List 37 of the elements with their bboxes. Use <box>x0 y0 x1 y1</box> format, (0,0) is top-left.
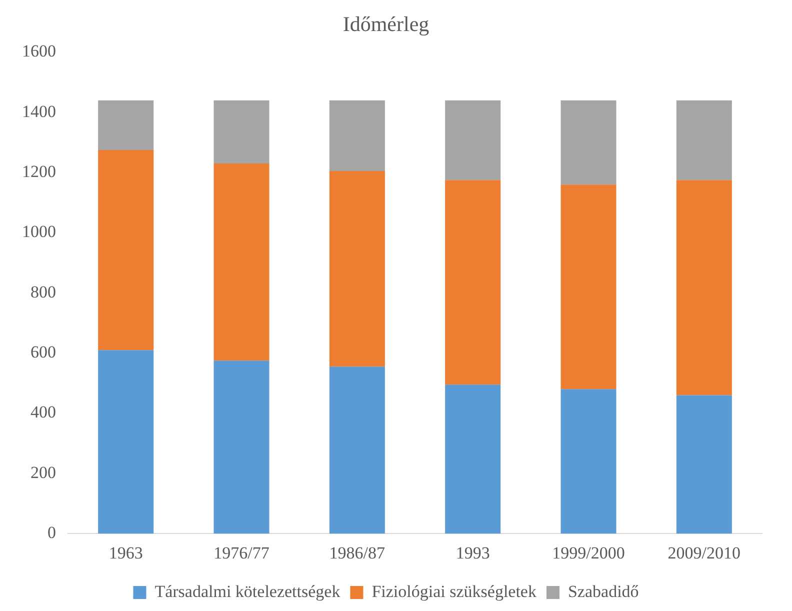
bar <box>214 164 270 361</box>
bar <box>98 100 154 150</box>
x-tick-label: 2009/2010 <box>668 543 741 562</box>
bar <box>560 389 616 534</box>
y-tick-label: 400 <box>30 402 56 422</box>
bar <box>676 180 732 396</box>
bar <box>98 150 154 350</box>
bar <box>676 395 732 534</box>
bar <box>329 100 385 172</box>
y-tick-label: 200 <box>30 462 56 482</box>
y-tick-label: 600 <box>30 342 56 362</box>
x-tick-label: 1999/2000 <box>552 543 625 562</box>
bar <box>329 171 385 367</box>
bar <box>560 184 616 390</box>
legend-label: Fiziológiai szükségletek <box>372 582 537 601</box>
x-tick-label: 1986/87 <box>329 543 386 562</box>
y-tick-label: 0 <box>48 523 56 542</box>
y-tick-label: 1600 <box>22 42 56 61</box>
x-tick-label: 1976/77 <box>214 543 270 562</box>
x-tick-label: 1963 <box>108 543 143 562</box>
y-tick-label: 1000 <box>22 222 56 242</box>
bar <box>329 366 385 534</box>
bar <box>676 100 732 180</box>
bar <box>445 100 501 180</box>
bar <box>560 100 616 185</box>
bar <box>445 180 501 385</box>
bar <box>214 100 270 164</box>
y-tick-label: 1200 <box>22 162 56 182</box>
y-tick-label: 800 <box>30 282 56 302</box>
bar <box>445 384 501 534</box>
chart-title: Időmérleg <box>342 12 430 36</box>
bar <box>98 350 154 534</box>
legend-label: Társadalmi kötelezettségek <box>154 582 341 601</box>
legend-label: Szabadidő <box>568 582 639 601</box>
x-tick-label: 1993 <box>456 543 490 562</box>
y-tick-label: 1400 <box>22 102 56 121</box>
bar <box>214 360 270 534</box>
